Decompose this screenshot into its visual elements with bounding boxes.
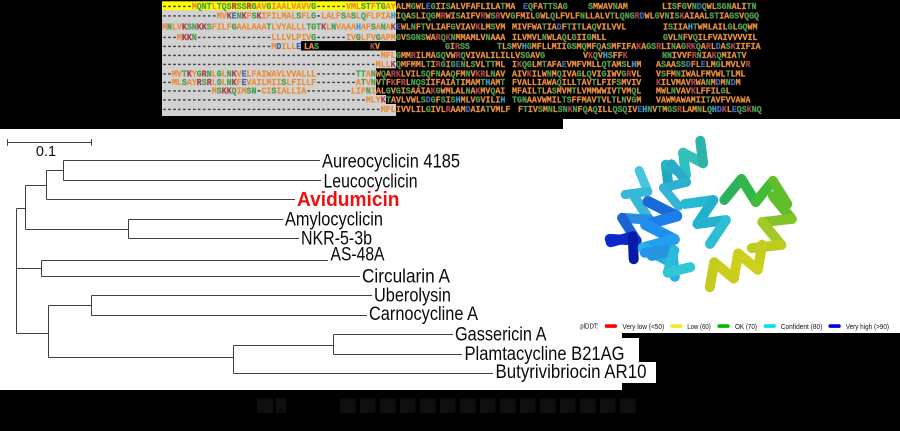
svg-text:AIVKILWNMQIVAGLQVIGIWVGRVL: AIVKILWNMQIVAGLQVIGIWVGRVL: [512, 69, 641, 80]
svg-text:Amylocyclicin: Amylocyclicin: [285, 209, 383, 230]
svg-text:IKQGLMTAFAEVMFVMLLQTAMSLHM: IKQGLMTAFAEVMFVMLLQTAMSLHM: [512, 59, 641, 70]
svg-text:MWLNVAVKLFFILGL: MWLNVAVKLFFILGL: [656, 86, 731, 97]
svg-text:Leucocyclicin: Leucocyclicin: [324, 171, 418, 192]
svg-text:EWLNFTVLIAFGVIAVKLMSVM: EWLNFTVLIAFGVIAVKLMSVM: [396, 22, 505, 33]
svg-text:NKR-5-3b: NKR-5-3b: [301, 228, 372, 249]
svg-text:Uberolysin: Uberolysin: [374, 285, 451, 306]
svg-text:WQARKLVILSQFNAAQFMNVKRLNAV: WQARKLVILSQFNAAQFMNVKRLNAV: [376, 69, 506, 80]
svg-text:------------------------------: ----------------------------------------…: [162, 95, 386, 106]
svg-text:------MQNTLTQSRSSRGAVGIAALVAVV: ------MQNTLTQSRSSRGAVGIAALVAVVG------VML…: [162, 2, 396, 13]
svg-text:------------------------------: ----------------------------------------…: [162, 105, 396, 116]
svg-text:SMWAVNAM: SMWAVNAM: [588, 2, 628, 13]
svg-text:----------------------MDILLE: ----------------------MDILLE: [162, 42, 301, 53]
svg-text:MIVFWATIADFTITLAQVILVVL: MIVFWATIADFTITLAQVILVVL: [512, 22, 626, 33]
svg-text:OK (70): OK (70): [735, 322, 757, 331]
svg-text:-----------MVKENKFSKIFILMALSFL: -----------MVKENKFSKIFILMALSFLG-LALFSASL…: [162, 11, 396, 22]
svg-text:GIRSS: GIRSS: [445, 42, 470, 53]
svg-text:NNIVVFRNIAKQMIATV: NNIVVFRNIAKQMIATV: [662, 51, 747, 62]
svg-text:----------MSKKQIMSN-CISIALLIA-: ----------MSKKQIMSN-CISIALLIA---------LI…: [162, 86, 376, 97]
svg-text:FTIVSMNLSNKNFQAQILLQSQIVEHNVTM: FTIVSMNLSNKNFQAQILLQSQIVEHNVTMGSRLAMNLQH…: [518, 105, 762, 116]
svg-text:VSFMNIWALFMVWLTLML: VSFMNIWALFMVWLTLML: [656, 69, 746, 80]
svg-text:EQFATTSAG: EQFATTSAG: [523, 2, 568, 13]
svg-text:---MKKN---------------LLLVLPIV: ---MKKN---------------LLLVLPIVG------IVG…: [162, 33, 396, 44]
svg-text:ALMGWLEGIISALVFAFLILATMA: ALMGWLEGIISALVFAFLILATMA: [396, 2, 516, 13]
svg-text:ASAASSDFLELMGLMVLVR: ASAASSDFLELMGLMVLVR: [656, 59, 751, 70]
svg-text:ILVMVLNWLAQLGIIGMLL: ILVMVLNWLAQLGIIGMLL: [512, 33, 606, 44]
svg-text:GVLNFVQILFVAIVVVVIL: GVLNFVQILFVAIVVVVIL: [663, 33, 757, 44]
svg-text:Avidumicin: Avidumicin: [297, 189, 400, 211]
svg-text:------------------------------: ----------------------------------------…: [162, 51, 396, 62]
svg-text:VAWMAWAMIITAVFVVAWA: VAWMAWAMIITAVFVVAWA: [656, 95, 751, 106]
svg-text:Butyrivibriocin AR10: Butyrivibriocin AR10: [496, 362, 647, 383]
svg-text:--MVTKYGRNLGLNKVELFAIWAVLVVALL: --MVTKYGRNLGLNKVELFAIWAVLVVALLL--------T…: [162, 69, 376, 80]
svg-text:VKQVHSFFK: VKQVHSFFK: [583, 51, 628, 62]
svg-text:plDDT:: plDDT:: [580, 322, 598, 331]
svg-text:GMMRILMAGQVWRQVIVALILILLVSGAVG: GMMRILMAGQVWRQVIVALILILLVSGAVG: [396, 51, 545, 62]
svg-text:KILVMAVRWANMDMNDM: KILVMAVRWANMDMNDM: [656, 78, 741, 89]
svg-text:Low (60): Low (60): [687, 322, 711, 331]
svg-text:VTFKFRLNQSIIFAIATIMAMTHAMT: VTFKFRLNQSIIFAIATIMAMTHAMT: [376, 78, 506, 89]
svg-text:ISIIAHTWMLAILGLGQWM: ISIIAHTWMLAILGLGQWM: [663, 22, 757, 33]
svg-text:Carnocycline A: Carnocycline A: [369, 304, 478, 325]
svg-text:Very high (>90): Very high (>90): [846, 322, 890, 331]
svg-text:--MLSAYRSRLGLNKFEVAILMIISLFILL: --MLSAYRSRLGLNKFEVAILMIISLFILLF--------A…: [162, 78, 376, 89]
svg-text:Circularin A: Circularin A: [362, 266, 450, 287]
svg-text:TGNAAVWMILTSFFMAVTVLTLNVGM: TGNAAVWMILTSFFMAVTVLTLNVGM: [512, 95, 641, 106]
svg-text:Confident (80): Confident (80): [781, 322, 823, 331]
svg-text:IVVLILGIVLRAAMDAIATVMLF: IVVLILGIVLRAAMDAIATVMLF: [396, 105, 510, 116]
svg-text:QMFMMLTIRGIGENLSVLTTML: QMFMMLTIRGIGENLSVLTTML: [396, 59, 505, 70]
svg-text:KV: KV: [370, 42, 381, 53]
svg-text:TAVLVWLSDGFSISHMLVGVILIH: TAVLVWLSDGFSISHMLVGVILIH: [386, 95, 505, 106]
svg-text:TLSMVHGMFLLMIIGSMQMFQASMFIFAKA: TLSMVHGMFLLMIIGSMQMFQASMFIFAKAGSRLINAGRK…: [497, 42, 761, 53]
svg-text:MNLVKSNKKSFILFGAALAAATLVYALLLT: MNLVKSNKKSFILFGAALAAATLVYALLLTGTKLNVAAAH…: [162, 22, 396, 33]
svg-text:Plamtacycline B21AG: Plamtacycline B21AG: [465, 344, 625, 365]
svg-text:FVALLIAWAQILLTAVTLFIFSMVIV: FVALLIAWAQILLTAVTLFIFSMVIV: [512, 78, 642, 89]
svg-text:ALGVGISAAIAKGWMLALNAKMVQAI: ALGVGISAAIAKGWMLALNAKMVQAI: [376, 86, 505, 97]
svg-text:Aureocyclicin 4185: Aureocyclicin 4185: [322, 151, 460, 172]
svg-text:IQASLIQGMRWISAIFVRWSRVVGFMILGW: IQASLIQGMRWISAIFVRWSRVVGFMILGWLQLFVLFNLL…: [396, 11, 760, 22]
svg-text:GVSGNSWARQKNMMAMLVNAAA: GVSGNSWARQKNMMAMLVNAAA: [396, 33, 506, 44]
svg-text:0.1: 0.1: [36, 144, 56, 160]
svg-text:LAS: LAS: [304, 42, 319, 53]
svg-text:LISFGVNDQWLSGNALITN: LISFGVNDQWLSGNALITN: [662, 2, 756, 13]
svg-text:AS-48A: AS-48A: [331, 244, 385, 265]
svg-text:Very low (<50): Very low (<50): [622, 322, 664, 331]
svg-text:MFAILTLASMVMTLVMMWWIVTVMQL: MFAILTLASMVMTLVMMWWIVTVMQL: [512, 86, 641, 97]
svg-text:------------------------------: ----------------------------------------…: [162, 59, 396, 70]
svg-text:Gassericin A: Gassericin A: [455, 324, 547, 345]
